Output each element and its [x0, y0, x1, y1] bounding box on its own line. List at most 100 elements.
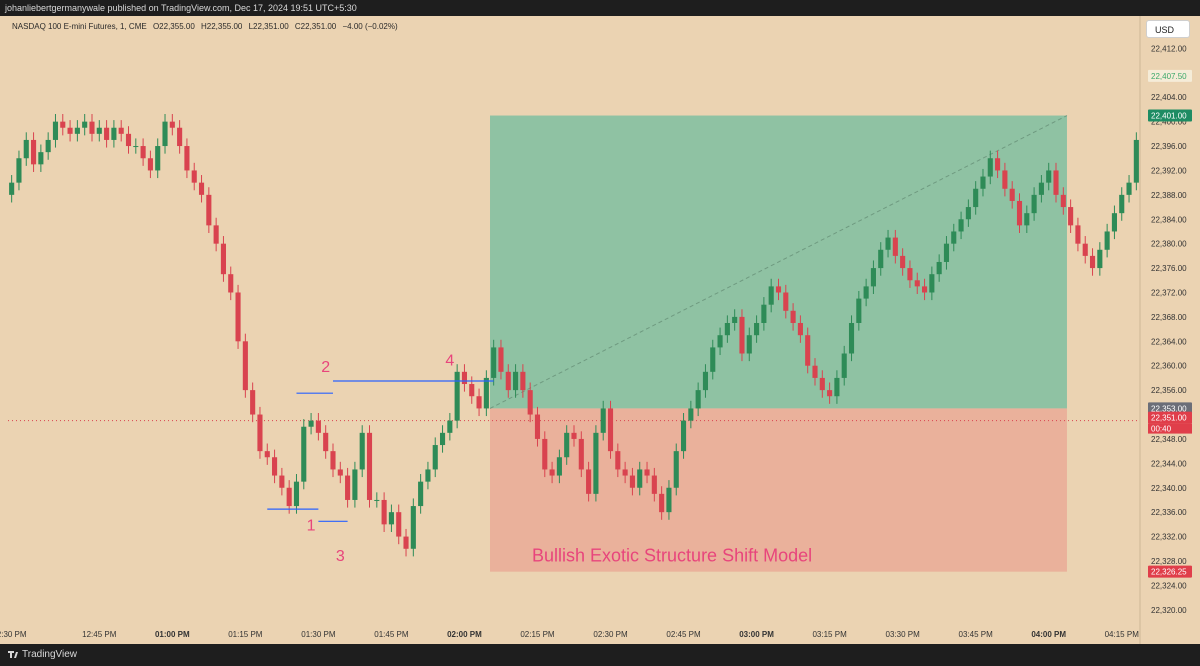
candle-body: [973, 188, 979, 208]
candle-body: [1031, 194, 1037, 214]
trade-diagonal-line: [489, 115, 1068, 409]
candle-body: [118, 127, 124, 134]
entry-price-label-bg: [1148, 402, 1192, 415]
candle-body: [38, 152, 44, 165]
candle-body: [476, 396, 482, 409]
candle-body: [31, 139, 37, 165]
structure-point-4: 4: [445, 353, 454, 370]
low-value: L22,351.00: [248, 22, 289, 31]
candle-body: [892, 237, 898, 256]
candle-body: [301, 426, 307, 482]
candle-body: [841, 353, 847, 378]
candle-body: [885, 237, 891, 250]
candle-body: [549, 469, 555, 476]
candle-body: [768, 286, 774, 305]
candle-body: [1009, 188, 1015, 201]
candle-body: [410, 506, 416, 549]
stop-price-label: 22,326.25: [1151, 568, 1187, 577]
candle-body: [644, 469, 650, 476]
candle-body: [921, 286, 928, 293]
candle-body: [746, 335, 752, 354]
candle-body: [958, 219, 964, 232]
target-price-label-bg: [1148, 109, 1192, 122]
x-tick-label: 02:30 PM: [593, 630, 628, 639]
candle-body: [483, 377, 489, 409]
candle-body: [995, 158, 1001, 171]
candle-body: [951, 231, 957, 244]
y-tick-label: 22,368.00: [1151, 313, 1187, 322]
candle-body: [556, 457, 562, 476]
candle-body: [761, 304, 767, 323]
candle-body: [396, 512, 402, 537]
candle-body: [52, 121, 59, 140]
x-tick-label: 03:15 PM: [812, 630, 847, 639]
candle-body: [352, 469, 358, 500]
candle-body: [900, 255, 906, 269]
symbol-name[interactable]: NASDAQ 100 E-mini Futures, 1, CME: [12, 22, 147, 31]
x-tick-label: 2:30 PM: [0, 630, 27, 639]
candle-body: [191, 170, 197, 183]
candle-body: [1068, 207, 1074, 226]
entry-price-label: 22,353.00: [1151, 404, 1187, 413]
candle-body: [1097, 249, 1103, 269]
y-tick-label: 22,348.00: [1151, 435, 1187, 444]
structure-point-2: 2: [321, 359, 330, 376]
candle-body: [60, 121, 66, 128]
candle-body: [987, 158, 993, 177]
candle-body: [834, 377, 840, 397]
candle-body: [870, 268, 876, 287]
candle-body: [403, 536, 409, 549]
candle-body: [1053, 170, 1059, 195]
y-tick-label: 22,320.00: [1151, 606, 1187, 615]
footer-brand[interactable]: TradingView: [22, 649, 78, 660]
candle-body: [264, 451, 270, 458]
y-tick-label: 22,384.00: [1151, 215, 1187, 224]
trade-box-label: Bullish Exotic Structure Shift Model: [532, 546, 812, 566]
candle-body: [790, 310, 796, 323]
candle-body: [82, 121, 88, 128]
y-tick-label: 22,336.00: [1151, 508, 1187, 517]
symbol-legend: NASDAQ 100 E-mini Futures, 1, CME O22,35…: [12, 22, 402, 31]
candle-body: [469, 384, 475, 397]
candle-body: [1104, 231, 1110, 250]
candle-body: [1060, 194, 1066, 208]
candle-body: [878, 249, 884, 269]
current-price-label-countdown: 00:40: [1151, 425, 1172, 434]
candle-body: [257, 414, 263, 452]
y-tick-label: 22,404.00: [1151, 93, 1187, 102]
close-value: C22,351.00: [294, 22, 337, 31]
candle-body: [279, 475, 285, 488]
candle-body: [943, 243, 950, 262]
candle-body: [848, 323, 855, 354]
price-chart[interactable]: Bullish Exotic Structure Shift Model 1 2 3 4…: [0, 16, 1200, 644]
x-tick-label: 01:00 PM: [155, 630, 190, 639]
candle-body: [702, 371, 709, 391]
candle-body: [783, 292, 789, 311]
y-tick-label: 22,380.00: [1151, 240, 1187, 249]
high-value: H22,355.00: [201, 22, 243, 31]
candle-body: [600, 408, 606, 433]
candle-body: [797, 323, 803, 336]
currency-button[interactable]: USD: [1146, 20, 1190, 38]
candle-body: [220, 243, 227, 275]
candle-body: [1082, 243, 1088, 256]
candle-body: [724, 323, 730, 336]
candle-body: [863, 286, 869, 299]
open-value: O22,355.00: [152, 22, 195, 31]
candle-body: [914, 280, 920, 287]
candle-body: [308, 420, 314, 427]
x-tick-label: 04:00 PM: [1031, 630, 1066, 639]
candle-body: [936, 261, 942, 275]
y-tick-label: 22,328.00: [1151, 557, 1187, 566]
candle-body: [929, 274, 935, 293]
candle-body: [125, 133, 132, 147]
candle-body: [812, 365, 818, 378]
candle-body: [418, 481, 424, 507]
candle-body: [1119, 194, 1125, 214]
candle-body: [498, 347, 504, 372]
candle-body: [111, 127, 117, 140]
x-tick-label: 01:30 PM: [301, 630, 336, 639]
candle-body: [710, 347, 716, 372]
candle-body: [775, 286, 782, 293]
candle-body: [162, 121, 168, 147]
